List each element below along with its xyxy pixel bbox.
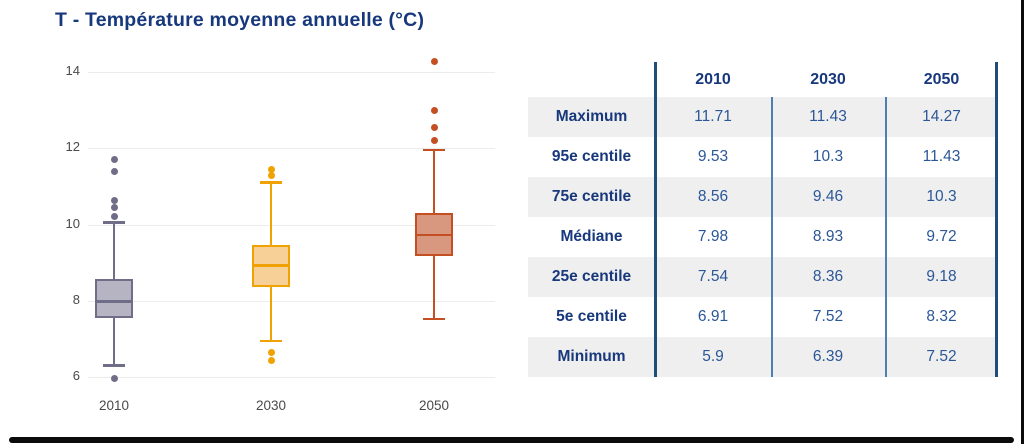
cell-value: 8.56: [697, 188, 729, 205]
x-tick-label: 2050: [418, 398, 450, 413]
outlier-dot: [267, 357, 275, 365]
median-line: [252, 264, 290, 267]
y-tick-label: 6: [72, 368, 80, 383]
outlier-dot: [430, 137, 438, 145]
cell-value: 7.98: [697, 228, 729, 245]
cell-value: 10.3: [926, 188, 957, 205]
cell-value: 9.46: [812, 188, 844, 205]
cell-value: 11.43: [809, 108, 847, 125]
cell-value: 7.52: [812, 308, 844, 325]
column-header-2030: 2030: [810, 70, 846, 88]
median-line: [415, 233, 453, 237]
table-row: 25e centile 7.54 8.36 9.18: [528, 257, 998, 297]
outlier-dot: [267, 172, 275, 180]
y-gridline: [88, 224, 495, 226]
cell-value: 7.54: [697, 268, 729, 285]
table-row: Maximum 11.71 11.43 14.27: [528, 97, 998, 137]
cell-value: 8.36: [812, 268, 844, 285]
x-tick-label: 2010: [98, 398, 130, 413]
whisker-cap-top: [260, 181, 282, 184]
whisker-cap-top: [103, 221, 125, 224]
y-gridline: [88, 148, 495, 150]
median-line: [95, 300, 133, 303]
cell-value: 9.53: [697, 148, 729, 165]
cell-value: 7.52: [926, 348, 957, 365]
cell-value: 6.39: [812, 348, 844, 365]
box-2010: [95, 279, 133, 319]
y-gridline: [88, 377, 495, 378]
cell-value: 14.27: [922, 108, 961, 125]
y-tick-label: 14: [65, 63, 80, 78]
outlier-dot: [110, 375, 118, 383]
y-tick-label: 10: [65, 215, 80, 231]
stats-table: 2010 2030 2050 Maximum 11.71 11.43 14.27…: [528, 62, 998, 377]
outlier-dot: [267, 165, 275, 173]
cell-value: 8.93: [812, 228, 844, 245]
y-tick-label: 8: [72, 291, 80, 307]
column-header-2010: 2010: [695, 70, 731, 88]
table-separator-light: [771, 97, 773, 377]
cell-value: 6.91: [697, 308, 729, 325]
outlier-dot: [430, 107, 438, 115]
cell-value: 11.71: [694, 108, 732, 125]
outlier-dot: [110, 203, 118, 211]
cell-value: 9.18: [926, 268, 957, 285]
y-tick-label: 12: [65, 139, 80, 155]
outlier-dot: [430, 123, 438, 131]
whisker-cap-bottom: [423, 317, 445, 321]
row-label: Médiane: [560, 228, 623, 245]
row-label: Minimum: [557, 348, 626, 365]
table-header-row: 2010 2030 2050: [528, 62, 998, 97]
column-header-2050: 2050: [923, 70, 960, 88]
cell-value: 9.72: [926, 228, 957, 245]
row-label: 95e centile: [551, 148, 632, 165]
table-separator-strong-left: [654, 62, 657, 377]
outlier-dot: [110, 167, 118, 175]
bottom-border-bar: [9, 437, 1014, 443]
whisker-cap-bottom: [260, 339, 282, 343]
outlier-dot: [110, 213, 118, 221]
whisker-cap-bottom: [103, 364, 125, 367]
table-row: 5e centile 6.91 7.52 8.32: [528, 297, 998, 337]
row-label: 75e centile: [551, 188, 632, 205]
table-row: Médiane 7.98 8.93 9.72: [528, 217, 998, 257]
x-tick-label: 2030: [255, 398, 287, 413]
table-separator-strong-right: [995, 62, 998, 377]
row-label: 25e centile: [551, 268, 632, 285]
outlier-dot: [110, 156, 118, 164]
row-label: Maximum: [555, 108, 628, 125]
table-separator-light: [885, 97, 887, 377]
outlier-dot: [110, 197, 118, 205]
table-row: 95e centile 9.53 10.3 11.43: [528, 137, 998, 177]
cell-value: 5.9: [702, 348, 724, 365]
cell-value: 11.43: [922, 148, 961, 165]
y-gridline: [88, 72, 495, 73]
boxplot-chart: 6 8 10 12 14 2010 2030 2050: [65, 58, 495, 413]
table-row: 75e centile 8.56 9.46 10.3: [528, 177, 998, 217]
table-row: Minimum 5.9 6.39 7.52: [528, 337, 998, 377]
row-label: 5e centile: [556, 308, 627, 325]
chart-title: T - Température moyenne annuelle (°C): [55, 9, 425, 31]
whisker-cap-top: [423, 148, 445, 152]
cell-value: 8.32: [926, 308, 957, 325]
y-gridline: [88, 300, 495, 302]
cell-value: 10.3: [812, 148, 844, 165]
outlier-dot: [267, 348, 275, 356]
outlier-dot: [430, 58, 438, 66]
